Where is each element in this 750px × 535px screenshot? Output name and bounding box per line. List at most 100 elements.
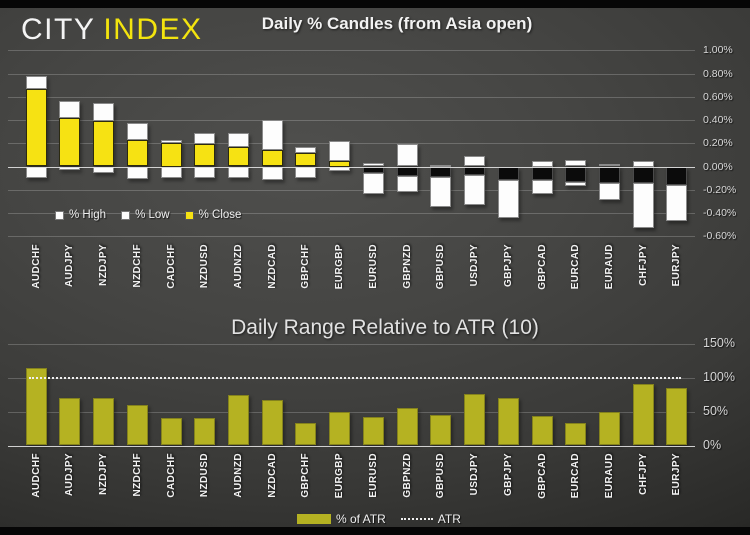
candle-low-segment <box>598 182 620 201</box>
candle-high-segment <box>59 101 81 118</box>
legend-item-atr-line: ATR <box>400 512 461 526</box>
candle-high-segment <box>565 159 587 167</box>
bottom-black-strip <box>0 527 750 535</box>
candle-close-segment <box>464 166 486 175</box>
legend-label-pct-of-atr: % of ATR <box>336 512 386 526</box>
atr-percent-bar <box>93 397 115 446</box>
x-axis-label: NZDCHF <box>131 453 143 497</box>
candle-high-segment <box>632 160 654 167</box>
candle-low-segment <box>126 166 148 180</box>
atr-bar-swatch-icon <box>297 514 331 524</box>
x-axis-label: AUDNZD <box>233 453 245 498</box>
atr-percent-bar <box>261 399 283 446</box>
candle-close-segment <box>430 166 452 177</box>
atr-percent-bar <box>430 415 452 446</box>
x-axis-label: NZDCAD <box>266 453 278 498</box>
baseline-gridline <box>8 445 695 447</box>
x-axis-label: GBPJPY <box>502 244 514 287</box>
candle-high-segment <box>228 132 250 147</box>
x-axis-label: NZDJPY <box>98 453 110 495</box>
atr-percent-bar <box>160 417 182 446</box>
candle-close-segment <box>531 166 553 181</box>
candle-low-segment <box>93 166 115 174</box>
x-axis-label: GBPUSD <box>435 244 447 290</box>
candle-low-segment <box>396 175 418 193</box>
x-axis-label: EURUSD <box>367 244 379 289</box>
x-axis-label: GBPNZD <box>401 453 413 498</box>
gridline <box>8 143 695 145</box>
x-axis-label: USDJPY <box>469 453 481 496</box>
x-axis-label: EURJPY <box>671 244 683 287</box>
x-axis-label: EURGBP <box>334 244 346 290</box>
atr-percent-bar <box>464 394 486 446</box>
gridline <box>8 50 695 52</box>
candle-chart-legend: % High % Low % Close <box>55 209 241 221</box>
atr-percent-bar <box>565 423 587 446</box>
legend-label-atr: ATR <box>437 512 461 526</box>
low-swatch-icon <box>121 210 131 220</box>
candle-close-segment <box>160 143 182 167</box>
candle-high-segment <box>598 164 620 167</box>
legend-item-pct-of-atr: % of ATR <box>297 512 386 526</box>
x-axis-label: NZDCAD <box>266 244 278 289</box>
x-axis-label: EURGBP <box>334 453 346 499</box>
x-axis-label: AUDNZD <box>233 244 245 289</box>
candle-close-segment <box>126 139 148 167</box>
legend-label-close: % Close <box>198 209 242 221</box>
x-axis-label: USDJPY <box>469 244 481 287</box>
gridline <box>8 411 695 413</box>
candle-low-segment <box>632 182 654 229</box>
atr-percent-bar <box>228 394 250 446</box>
y-axis-tick-label: 50% <box>703 403 729 418</box>
y-axis-tick-label: 0% <box>703 437 722 452</box>
atr-percent-bar <box>194 418 216 446</box>
x-axis-label: EURAUD <box>603 244 615 290</box>
candle-high-segment <box>329 140 351 161</box>
gridline <box>8 96 695 98</box>
x-axis-label: AUDJPY <box>64 453 76 496</box>
atr-percent-bar <box>666 388 688 446</box>
x-axis-label: NZDCHF <box>131 244 143 288</box>
candle-high-segment <box>25 75 47 89</box>
candle-low-segment <box>261 166 283 181</box>
gridline <box>8 73 695 75</box>
y-axis-tick-label: 0.60% <box>703 90 733 103</box>
candle-low-segment <box>497 180 519 218</box>
candle-high-segment <box>396 144 418 167</box>
legend-label-high: % High <box>69 209 107 221</box>
candle-high-segment <box>160 139 182 144</box>
atr-line-swatch-icon <box>400 518 433 520</box>
candle-low-segment <box>362 173 384 195</box>
x-axis-label: EURCAD <box>570 453 582 499</box>
atr-percent-bar <box>632 383 654 446</box>
gridline <box>8 189 695 191</box>
x-axis-label: GBPCAD <box>536 244 548 290</box>
x-axis-label: GBPCHF <box>300 453 312 498</box>
x-axis-label: EURJPY <box>671 453 683 496</box>
candle-high-segment <box>362 163 384 167</box>
candle-low-segment <box>194 166 216 179</box>
candle-close-segment <box>261 150 283 167</box>
logo-index-text: INDEX <box>103 13 203 46</box>
x-axis-label: GBPJPY <box>502 453 514 496</box>
high-swatch-icon <box>55 210 64 220</box>
x-axis-label: CADCHF <box>165 453 177 498</box>
candle-chart-title: Daily % Candles (from Asia open) <box>261 14 533 33</box>
y-axis-tick-label: 0.80% <box>703 67 733 80</box>
x-axis-label: CHFJPY <box>637 244 649 286</box>
x-axis-label: GBPCHF <box>300 244 312 289</box>
candle-close-segment <box>25 88 47 167</box>
gridline <box>8 213 695 214</box>
zero-gridline <box>8 166 695 168</box>
x-axis-label: AUDCHF <box>30 453 42 498</box>
candle-close-segment <box>632 166 654 183</box>
candle-close-segment <box>565 166 587 182</box>
candle-low-segment <box>228 166 250 179</box>
atr-percent-bar <box>362 417 384 446</box>
atr-percent-bar <box>531 416 553 446</box>
candle-high-segment <box>464 156 486 167</box>
candle-close-segment <box>194 144 216 167</box>
x-axis-label: GBPNZD <box>401 244 413 289</box>
candle-low-segment <box>430 176 452 208</box>
